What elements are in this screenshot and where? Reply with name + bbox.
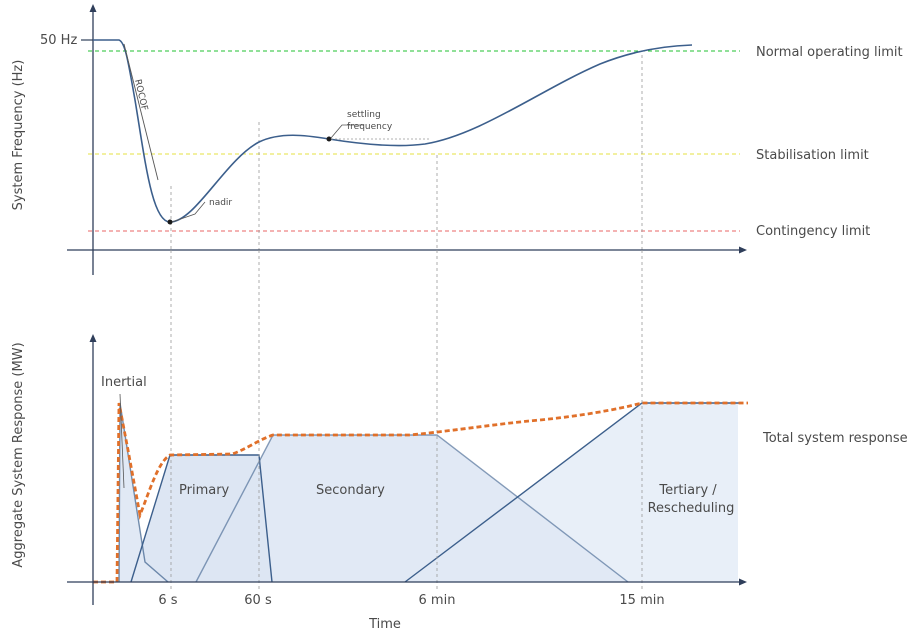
- primary-area: [131, 455, 272, 582]
- inertial-pointer: [119, 393, 125, 489]
- x-tick-60s: 60 s: [244, 593, 272, 608]
- response-chart: Inertial Primary Secondary Tertiary / Re…: [11, 250, 908, 632]
- frequency-y-axis-arrow: [89, 4, 97, 12]
- total-system-response-line: [93, 401, 748, 584]
- total-system-response-label: Total system response: [762, 431, 908, 446]
- settling-leader: [330, 124, 363, 139]
- 50hz-tick-label: 50 Hz: [40, 33, 77, 48]
- secondary-outline: [195, 434, 629, 583]
- nadir-marker: [167, 219, 173, 225]
- settling-label-line1: settling: [347, 110, 381, 120]
- contingency-limit-label: Contingency limit: [756, 224, 870, 239]
- inertial-label: Inertial: [101, 375, 147, 390]
- frequency-y-axis-title: System Frequency (Hz): [11, 60, 26, 211]
- primary-label: Primary: [179, 483, 230, 498]
- x-tick-6min: 6 min: [419, 593, 456, 608]
- tertiary-label-line2: Rescheduling: [648, 501, 735, 516]
- settling-label-line2: frequency: [347, 122, 393, 132]
- response-x-axis-arrow: [739, 578, 747, 586]
- primary-outline: [130, 454, 273, 583]
- settling-marker: [326, 136, 332, 142]
- secondary-label: Secondary: [316, 483, 385, 498]
- nadir-label: nadir: [209, 198, 232, 208]
- x-tick-15min: 15 min: [619, 593, 664, 608]
- tertiary-label-line1: Tertiary /: [658, 483, 717, 498]
- frequency-chart: 50 Hz ROCOF nadir settling frequency Sys…: [11, 4, 903, 275]
- response-y-axis-title: Aggregate System Response (MW): [11, 342, 26, 567]
- nadir-leader: [171, 201, 206, 223]
- response-y-axis-arrow: [89, 334, 97, 342]
- inertial-outline: [118, 402, 169, 583]
- normal-operating-limit-label: Normal operating limit: [756, 45, 903, 60]
- time-axis-title: Time: [368, 617, 401, 632]
- frequency-curve: [93, 39, 693, 223]
- stabilisation-limit-label: Stabilisation limit: [756, 148, 869, 163]
- inertial-area: [119, 403, 168, 582]
- x-tick-6s: 6 s: [158, 593, 177, 608]
- frequency-x-axis-arrow: [739, 246, 747, 254]
- rocof-tangent-line: [123, 43, 159, 181]
- secondary-area: [196, 435, 628, 582]
